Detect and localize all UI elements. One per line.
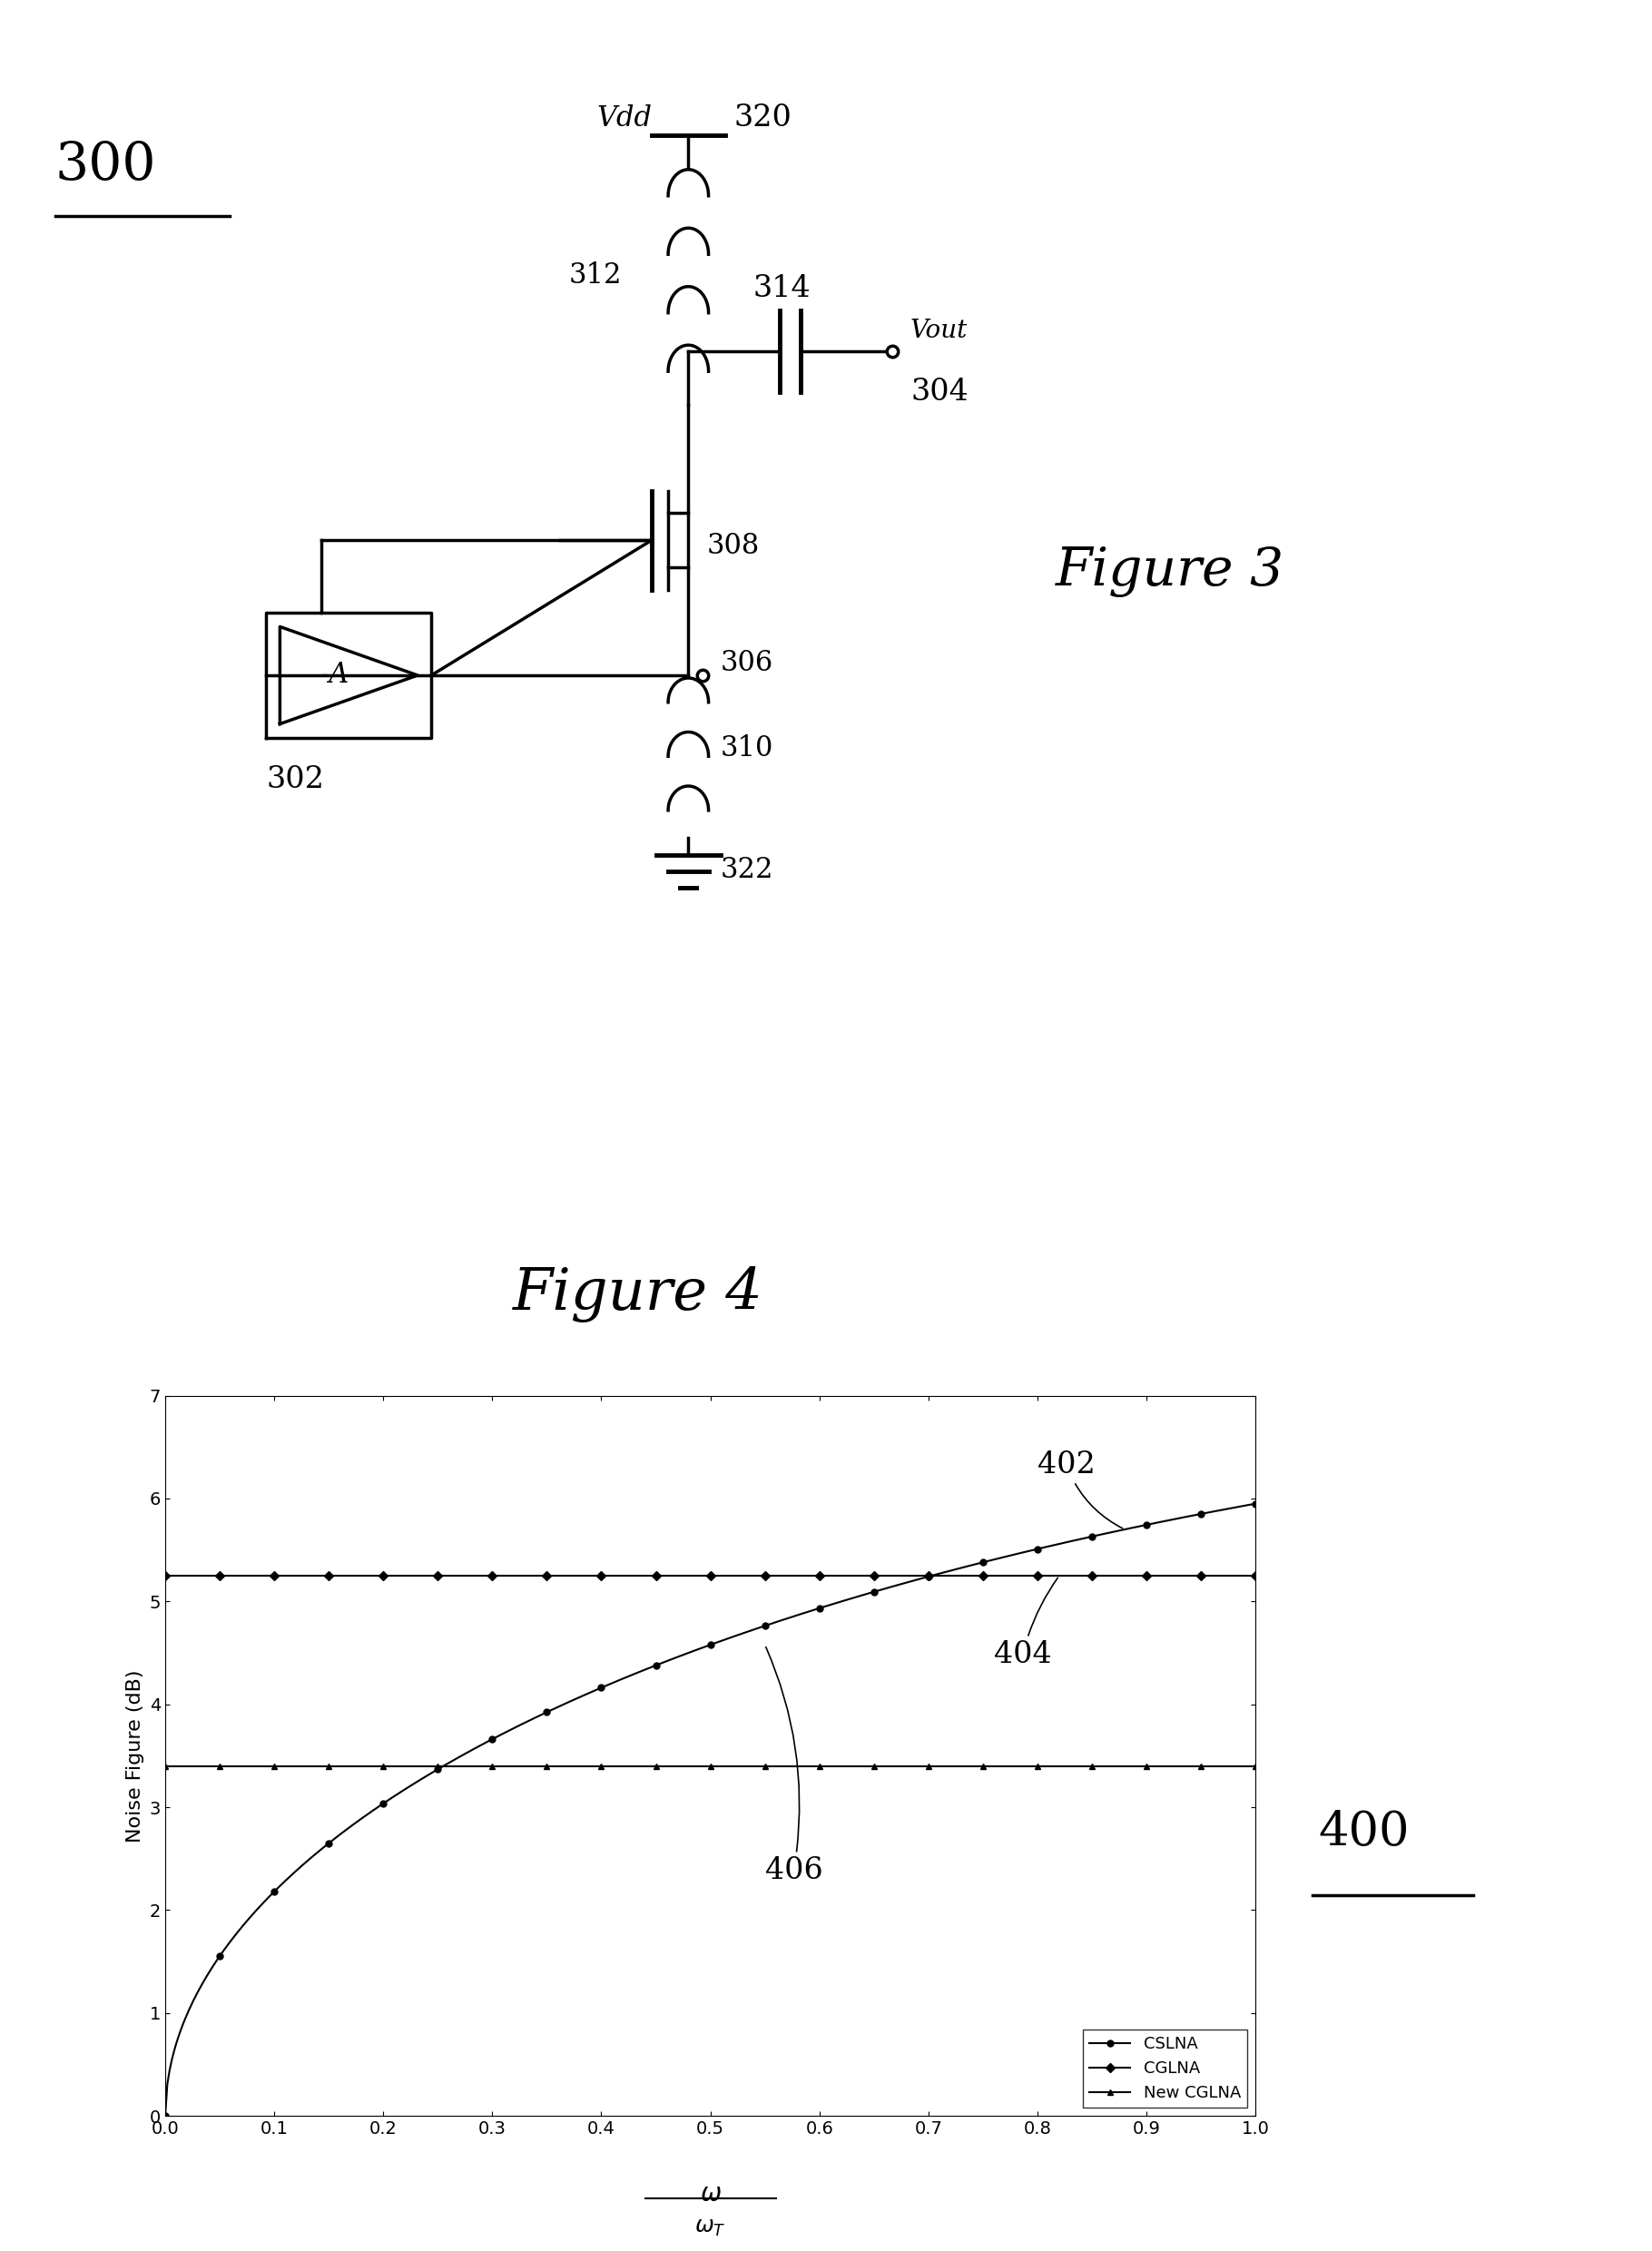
New CGLNA bbox=[210, 1754, 230, 1781]
CSLNA bbox=[373, 1790, 393, 1817]
New CGLNA bbox=[1082, 1754, 1102, 1781]
Text: 300: 300 bbox=[55, 140, 157, 191]
Text: 314: 314 bbox=[753, 275, 811, 304]
Text: 312: 312 bbox=[568, 261, 623, 290]
CSLNA bbox=[537, 1700, 557, 1727]
Line: CSLNA: CSLNA bbox=[162, 1501, 1259, 2118]
Text: Vout: Vout bbox=[910, 320, 968, 342]
CGLNA bbox=[264, 1562, 284, 1589]
New CGLNA bbox=[755, 1754, 775, 1781]
CGLNA bbox=[809, 1562, 829, 1589]
Text: $\omega_T$: $\omega_T$ bbox=[694, 2217, 727, 2237]
CSLNA bbox=[155, 2102, 175, 2129]
CSLNA bbox=[864, 1578, 884, 1605]
Text: 304: 304 bbox=[910, 378, 968, 407]
CSLNA bbox=[482, 1727, 502, 1754]
New CGLNA bbox=[264, 1754, 284, 1781]
CSLNA bbox=[700, 1632, 720, 1659]
CSLNA bbox=[1028, 1535, 1047, 1562]
CGLNA bbox=[1246, 1562, 1265, 1589]
Text: 404: 404 bbox=[995, 1578, 1057, 1670]
Y-axis label: Noise Figure (dB): Noise Figure (dB) bbox=[126, 1670, 144, 1841]
CGLNA bbox=[1137, 1562, 1156, 1589]
Text: 320: 320 bbox=[733, 104, 793, 133]
Text: 308: 308 bbox=[707, 531, 760, 560]
CSLNA bbox=[210, 1943, 230, 1970]
CGLNA bbox=[373, 1562, 393, 1589]
Line: New CGLNA: New CGLNA bbox=[162, 1763, 1259, 1769]
Line: CGLNA: CGLNA bbox=[162, 1573, 1259, 1578]
Text: $\omega$: $\omega$ bbox=[699, 2181, 722, 2206]
Text: 400: 400 bbox=[1318, 1810, 1409, 1855]
New CGLNA bbox=[919, 1754, 938, 1781]
CSLNA bbox=[591, 1675, 611, 1702]
CSLNA bbox=[919, 1562, 938, 1589]
CGLNA bbox=[646, 1562, 666, 1589]
CGLNA bbox=[537, 1562, 557, 1589]
Text: 406: 406 bbox=[765, 1648, 823, 1886]
New CGLNA bbox=[319, 1754, 339, 1781]
CSLNA bbox=[1246, 1490, 1265, 1517]
New CGLNA bbox=[482, 1754, 502, 1781]
CSLNA bbox=[1137, 1510, 1156, 1537]
New CGLNA bbox=[373, 1754, 393, 1781]
Text: -A: -A bbox=[320, 662, 350, 689]
CGLNA bbox=[155, 1562, 175, 1589]
CGLNA bbox=[1028, 1562, 1047, 1589]
New CGLNA bbox=[591, 1754, 611, 1781]
Legend: CSLNA, CGLNA, New CGLNA: CSLNA, CGLNA, New CGLNA bbox=[1082, 2028, 1247, 2107]
New CGLNA bbox=[1028, 1754, 1047, 1781]
CGLNA bbox=[1082, 1562, 1102, 1589]
Text: 402: 402 bbox=[1037, 1450, 1122, 1528]
New CGLNA bbox=[1246, 1754, 1265, 1781]
CGLNA bbox=[864, 1562, 884, 1589]
CGLNA bbox=[210, 1562, 230, 1589]
Text: 302: 302 bbox=[266, 765, 324, 795]
CGLNA bbox=[973, 1562, 993, 1589]
CGLNA bbox=[591, 1562, 611, 1589]
Text: Figure 3: Figure 3 bbox=[1056, 545, 1284, 597]
CSLNA bbox=[428, 1756, 448, 1783]
CSLNA bbox=[646, 1652, 666, 1679]
Text: 310: 310 bbox=[720, 734, 773, 763]
CGLNA bbox=[319, 1562, 339, 1589]
CGLNA bbox=[700, 1562, 720, 1589]
Text: 322: 322 bbox=[720, 855, 773, 885]
New CGLNA bbox=[700, 1754, 720, 1781]
New CGLNA bbox=[809, 1754, 829, 1781]
Text: 306: 306 bbox=[720, 648, 773, 678]
Text: Figure 4: Figure 4 bbox=[512, 1265, 763, 1324]
CGLNA bbox=[428, 1562, 448, 1589]
CGLNA bbox=[755, 1562, 775, 1589]
CSLNA bbox=[755, 1612, 775, 1639]
CSLNA bbox=[264, 1877, 284, 1904]
CGLNA bbox=[919, 1562, 938, 1589]
New CGLNA bbox=[428, 1754, 448, 1781]
New CGLNA bbox=[1137, 1754, 1156, 1781]
Text: Vdd: Vdd bbox=[596, 104, 653, 133]
CSLNA bbox=[1082, 1524, 1102, 1551]
CSLNA bbox=[973, 1549, 993, 1576]
New CGLNA bbox=[864, 1754, 884, 1781]
New CGLNA bbox=[646, 1754, 666, 1781]
New CGLNA bbox=[155, 1754, 175, 1781]
CGLNA bbox=[1191, 1562, 1211, 1589]
New CGLNA bbox=[537, 1754, 557, 1781]
CSLNA bbox=[809, 1594, 829, 1621]
CSLNA bbox=[1191, 1501, 1211, 1528]
CGLNA bbox=[482, 1562, 502, 1589]
New CGLNA bbox=[1191, 1754, 1211, 1781]
New CGLNA bbox=[973, 1754, 993, 1781]
CSLNA bbox=[319, 1830, 339, 1857]
